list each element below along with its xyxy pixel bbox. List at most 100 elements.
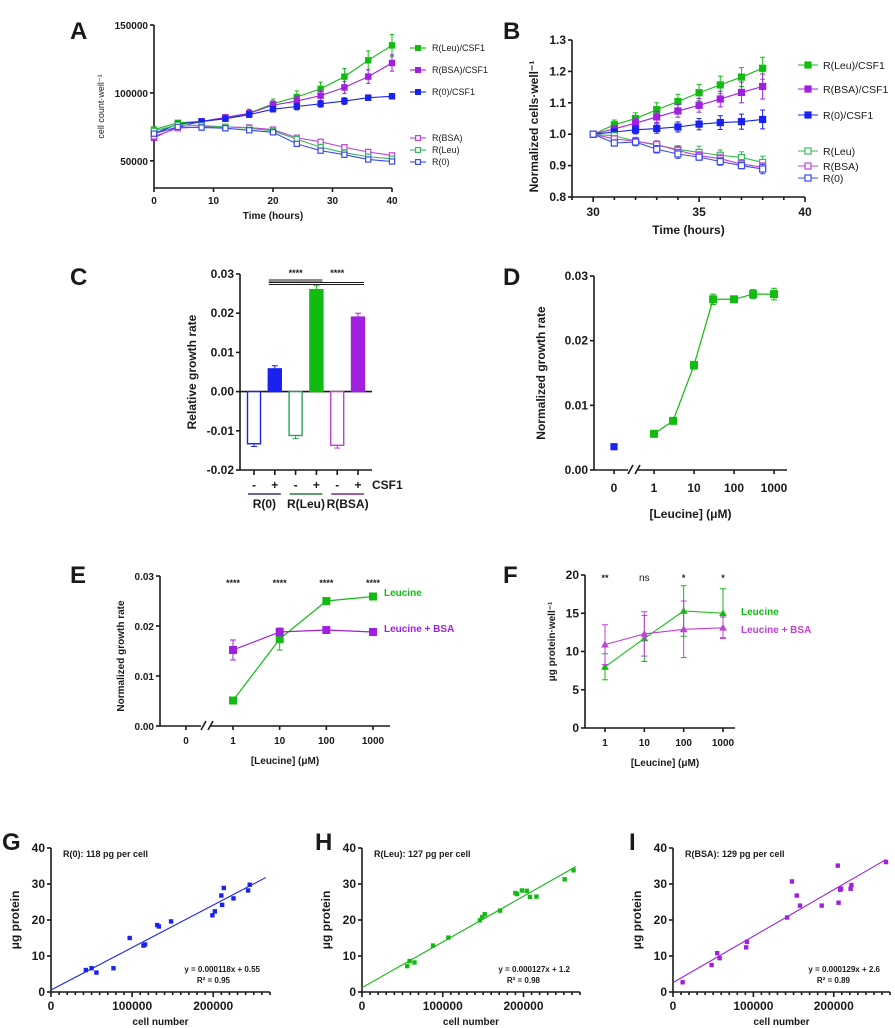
csf1-sign-label: - bbox=[335, 478, 339, 492]
data-point bbox=[534, 894, 539, 899]
legend-label: Leucine bbox=[384, 588, 422, 599]
data-point bbox=[653, 124, 661, 133]
y-tick-label: 20 bbox=[343, 913, 357, 927]
data-point-zero bbox=[610, 443, 618, 451]
y-tick-label: 40 bbox=[654, 841, 668, 855]
data-point bbox=[365, 94, 372, 101]
y-tick-label: 0.00 bbox=[565, 463, 589, 477]
panel-title: R(0): 118 pg per cell bbox=[63, 849, 148, 859]
data-point bbox=[601, 640, 609, 648]
y-tick-label: 30 bbox=[343, 877, 357, 891]
data-point bbox=[838, 886, 844, 891]
data-point bbox=[341, 73, 348, 80]
data-point bbox=[759, 165, 767, 173]
data-point bbox=[293, 103, 301, 110]
series-line bbox=[653, 293, 774, 435]
bar-R(Leu)-csf1-plus bbox=[309, 288, 324, 393]
data-point bbox=[365, 156, 372, 163]
y-tick-label: 20 bbox=[32, 913, 46, 927]
panel-E: 0.00 0.01 0.02 0.03 0 1 10 100 1000 [Leucine] (μM… bbox=[116, 572, 454, 767]
y-tick-label: 15 bbox=[566, 606, 580, 620]
x-axis-label: cell number bbox=[753, 1017, 809, 1028]
panel-label-F: F bbox=[503, 562, 518, 589]
data-point bbox=[744, 939, 750, 945]
data-point bbox=[737, 162, 746, 170]
data-point bbox=[247, 882, 252, 887]
x-tick-label: 100 bbox=[724, 481, 744, 495]
data-point bbox=[430, 943, 436, 948]
data-point bbox=[231, 896, 236, 901]
data-point bbox=[679, 625, 688, 633]
group-label: R(BSA) bbox=[327, 497, 369, 511]
x-tick-label: 200000 bbox=[503, 999, 543, 1013]
panel-label-I: I bbox=[629, 829, 636, 856]
significance-label: **** bbox=[289, 268, 304, 278]
x-tick-label: 0 bbox=[183, 736, 189, 747]
data-point bbox=[695, 89, 703, 97]
regression-equation: y = 0.000127x + 1.2 bbox=[498, 965, 570, 974]
series-R(0) bbox=[589, 130, 767, 175]
data-point bbox=[245, 888, 251, 893]
x-tick-label: 0 bbox=[48, 999, 55, 1013]
y-axis-label: μg protein bbox=[630, 891, 644, 950]
legend-item: R(0) bbox=[410, 157, 450, 167]
data-point bbox=[571, 868, 576, 873]
series-line bbox=[232, 629, 374, 651]
legend-label: R(Leu) bbox=[823, 146, 855, 158]
legend-label: R(BSA) bbox=[432, 133, 463, 143]
data-point bbox=[269, 106, 277, 113]
x-tick-label: 40 bbox=[386, 196, 398, 207]
series-Leucine: Leucine bbox=[229, 588, 422, 705]
y-tick-label: 0.01 bbox=[135, 672, 155, 683]
y-axis-label: Normalized cells·well⁻¹ bbox=[527, 61, 541, 193]
x-tick-label: 0 bbox=[611, 481, 618, 495]
axis-break bbox=[634, 464, 641, 475]
x-tick-label: 10 bbox=[639, 738, 651, 749]
data-point bbox=[649, 429, 658, 438]
data-point bbox=[480, 914, 485, 920]
data-point bbox=[322, 625, 331, 634]
data-point bbox=[365, 73, 372, 80]
legend-label: R(0)/CSF1 bbox=[823, 110, 873, 122]
panel-title: R(Leu): 127 pg per cell bbox=[374, 849, 471, 859]
y-axis-label: μg protein bbox=[8, 891, 22, 950]
x-tick-label: 10 bbox=[208, 196, 220, 207]
bar-R(0)-csf1-plus bbox=[267, 368, 282, 393]
bar-R(BSA)-csf1-minus bbox=[330, 390, 345, 447]
y-tick-label: 10 bbox=[343, 949, 357, 963]
series-line bbox=[604, 627, 724, 646]
data-point bbox=[222, 125, 229, 132]
legend-marker bbox=[415, 44, 422, 51]
data-point bbox=[222, 115, 229, 122]
data-point bbox=[269, 129, 277, 136]
legend-label: R(Leu) bbox=[432, 145, 460, 155]
data-point bbox=[388, 59, 396, 67]
significance-label: ns bbox=[639, 573, 650, 584]
legend-item: R(0) bbox=[798, 173, 843, 185]
panel-title: R(BSA): 129 pg per cell bbox=[685, 849, 785, 859]
data-point bbox=[246, 127, 253, 134]
data-point bbox=[341, 144, 348, 151]
data-point bbox=[759, 64, 767, 72]
data-point bbox=[653, 113, 661, 121]
legend-marker bbox=[804, 61, 812, 69]
significance-label: * bbox=[721, 573, 725, 583]
y-tick-label: 0 bbox=[349, 985, 356, 999]
y-tick-label: 30 bbox=[32, 877, 46, 891]
y-tick-label: 1.0 bbox=[549, 127, 566, 141]
legend-marker bbox=[804, 162, 812, 170]
x-tick-label: 1000 bbox=[712, 738, 735, 749]
legend-label: Leucine + BSA bbox=[384, 624, 454, 635]
panel-label-D: D bbox=[503, 264, 520, 291]
legend-marker bbox=[415, 88, 422, 95]
y-tick-label: 10 bbox=[566, 645, 580, 659]
x-axis-label: cell number bbox=[132, 1017, 188, 1028]
data-point bbox=[719, 609, 727, 617]
x-tick-label: 100 bbox=[675, 738, 692, 749]
y-tick-label: 0.00 bbox=[211, 385, 235, 399]
x-axis-label: [Leucine] (μM) bbox=[251, 756, 319, 767]
x-tick-label: 30 bbox=[587, 205, 601, 219]
data-point bbox=[168, 919, 174, 924]
data-point bbox=[819, 903, 824, 908]
data-point bbox=[150, 130, 158, 137]
